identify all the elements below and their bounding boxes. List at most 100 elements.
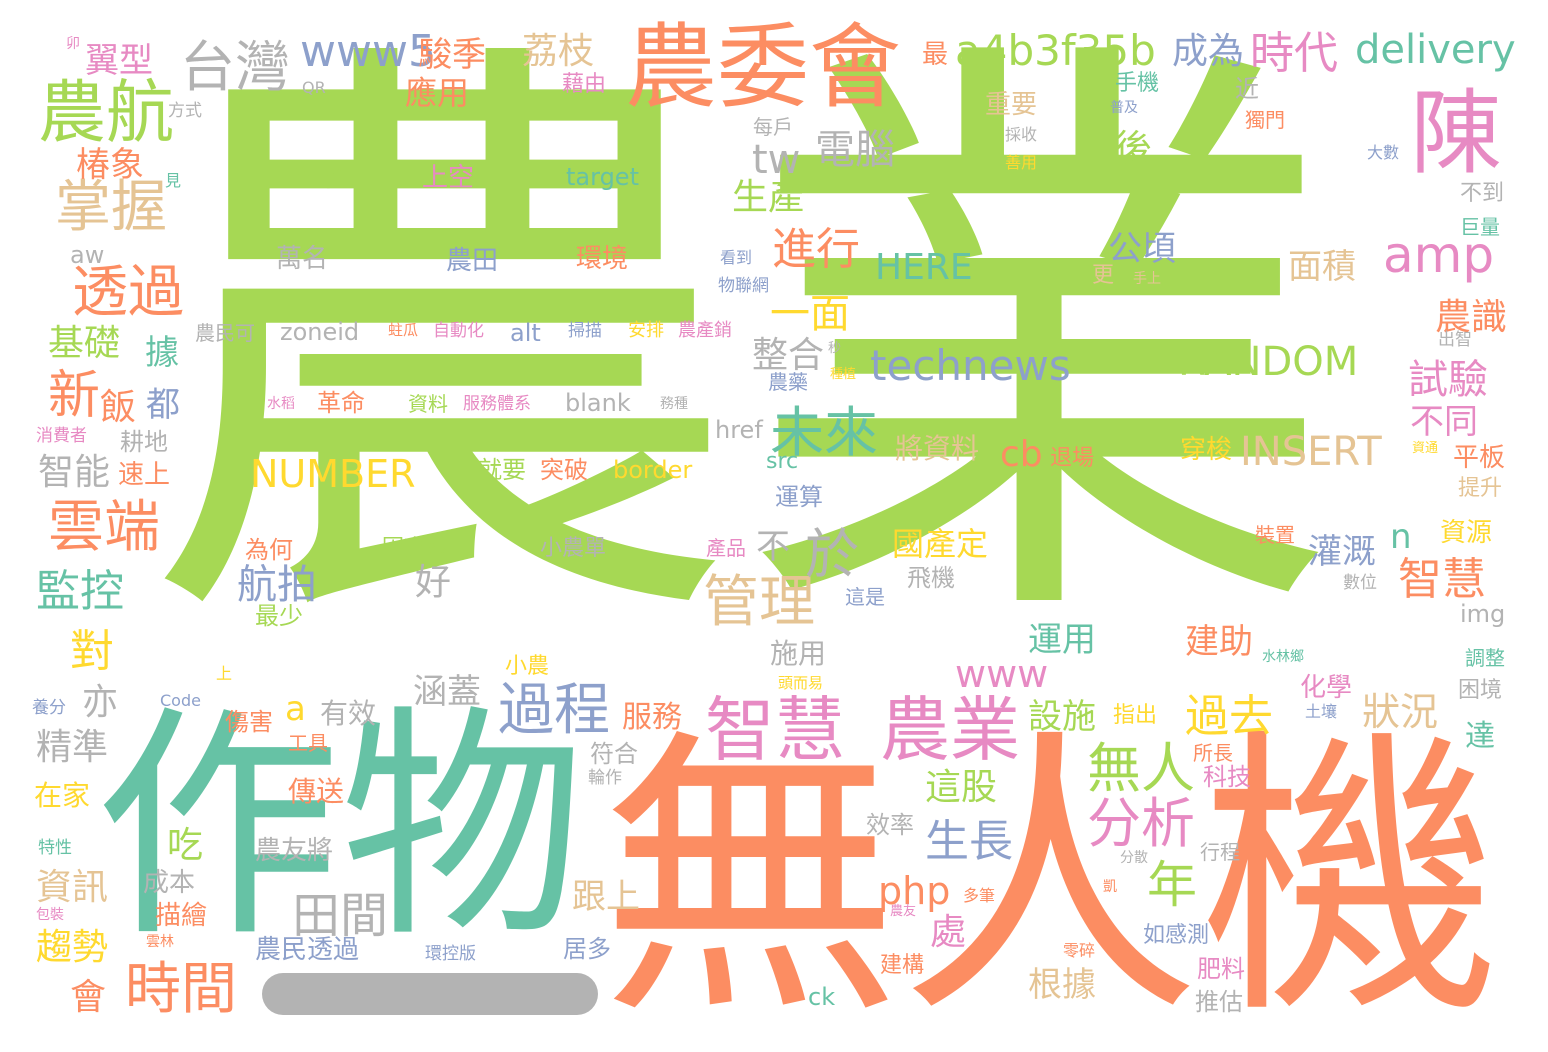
word: 看到 bbox=[720, 248, 753, 267]
word: 提升 bbox=[1458, 476, 1503, 501]
word: 肥料 bbox=[1197, 955, 1245, 983]
word: 陳 bbox=[1410, 80, 1503, 187]
word: 就要 bbox=[478, 456, 526, 484]
word: 環境 bbox=[576, 244, 629, 274]
word: 智能 bbox=[38, 452, 111, 493]
word: 達 bbox=[1465, 719, 1495, 754]
gray-bar-shape bbox=[262, 973, 598, 1015]
word: 退場 bbox=[1050, 446, 1095, 471]
word: 上空 bbox=[422, 163, 475, 193]
word: 傷害 bbox=[225, 708, 273, 736]
word: 蛀瓜 bbox=[388, 321, 419, 339]
word: 建助 bbox=[1185, 622, 1253, 662]
word: 電腦 bbox=[815, 127, 895, 173]
word: 農產銷 bbox=[678, 320, 732, 341]
word: 趨勢 bbox=[36, 927, 109, 968]
word: 為何 bbox=[245, 536, 293, 564]
word: 環控版 bbox=[425, 944, 476, 964]
word: 資料 bbox=[408, 392, 448, 416]
word: a4b3f35b bbox=[955, 26, 1156, 75]
word: 公頃 bbox=[1108, 229, 1176, 269]
word: 年 bbox=[1147, 856, 1197, 914]
word: 每戶 bbox=[753, 115, 793, 139]
word: 整合 bbox=[752, 335, 825, 376]
word: 未來 bbox=[770, 401, 878, 464]
word: 在家 bbox=[34, 779, 91, 812]
word: 革命 bbox=[317, 389, 365, 417]
word: 一面 bbox=[770, 291, 850, 337]
word: aw bbox=[70, 241, 105, 269]
word: 對水 bbox=[292, 163, 345, 193]
word: img bbox=[1460, 600, 1506, 628]
word: 產品 bbox=[706, 536, 746, 560]
word: a bbox=[285, 689, 306, 729]
word: 基礎 bbox=[48, 323, 121, 364]
word: 萬名 bbox=[276, 244, 329, 274]
word: border bbox=[613, 456, 693, 484]
word: 平板 bbox=[1453, 443, 1506, 473]
word: 零碎 bbox=[1063, 941, 1096, 960]
word: delivery bbox=[1355, 27, 1516, 73]
word: 建構 bbox=[880, 953, 925, 978]
word: 困境 bbox=[1458, 678, 1503, 703]
word: 手機 bbox=[1115, 71, 1160, 96]
word: 突破 bbox=[540, 456, 588, 484]
word: 土壤 bbox=[1305, 702, 1338, 721]
word: 工具 bbox=[288, 731, 328, 755]
word: 不 bbox=[756, 527, 790, 567]
word: 涵蓋 bbox=[413, 672, 481, 712]
word: n bbox=[1390, 517, 1412, 557]
word: 成為 bbox=[1172, 31, 1245, 72]
word: Code bbox=[160, 691, 201, 710]
word: 駿季 bbox=[418, 35, 486, 75]
word: 普及 bbox=[1110, 100, 1138, 116]
word: 務種 bbox=[660, 396, 688, 412]
word: 成本 bbox=[143, 868, 196, 898]
word: 方式 bbox=[168, 101, 202, 121]
word: 凱 bbox=[1103, 879, 1117, 895]
word: 符合 bbox=[590, 740, 638, 768]
word: 如感測 bbox=[1143, 923, 1210, 948]
word: 消費者 bbox=[36, 426, 87, 446]
word: 科技 bbox=[1203, 763, 1251, 791]
word: INSERT bbox=[1240, 429, 1382, 475]
word: 運用 bbox=[1028, 620, 1096, 660]
word: 作物 bbox=[95, 685, 585, 970]
word: src bbox=[766, 449, 799, 474]
word: 資通 bbox=[1412, 441, 1439, 456]
word: 吃 bbox=[167, 825, 204, 866]
word: ck bbox=[808, 983, 836, 1011]
word: 施用 bbox=[770, 637, 827, 670]
word: 水稻 bbox=[267, 396, 295, 412]
word: 國產定 bbox=[892, 525, 989, 563]
word: 過程 bbox=[498, 678, 610, 743]
word: 見 bbox=[165, 171, 182, 190]
word: 跟上 bbox=[572, 877, 640, 917]
word: 獨門 bbox=[1245, 108, 1285, 132]
word: php bbox=[878, 869, 951, 913]
word: 卯 bbox=[66, 36, 80, 52]
word: 生產 bbox=[732, 177, 805, 218]
word: 掌握 bbox=[55, 175, 167, 240]
word: 最 bbox=[922, 40, 949, 70]
word: 處 bbox=[930, 912, 967, 953]
word: 化學 bbox=[1300, 673, 1353, 703]
word: 藉由 bbox=[562, 72, 607, 97]
word: 農友 bbox=[890, 904, 917, 919]
word: 包裝 bbox=[36, 907, 64, 923]
word: 根據 bbox=[1028, 965, 1096, 1005]
word: 對 bbox=[70, 626, 114, 677]
word: 農藥 bbox=[768, 370, 808, 394]
word: 物聯網 bbox=[718, 276, 769, 296]
word: 有效 bbox=[320, 697, 377, 730]
word: 會 bbox=[70, 977, 107, 1018]
word: 荔枝 bbox=[522, 31, 595, 72]
word: 數位 bbox=[1343, 573, 1377, 593]
word: 效率 bbox=[866, 811, 914, 839]
word: 田間 bbox=[292, 888, 389, 944]
word: blank bbox=[565, 389, 631, 417]
word: 速上 bbox=[118, 460, 171, 490]
word: 所長 bbox=[1193, 741, 1233, 765]
word: 分析 bbox=[1087, 792, 1195, 855]
